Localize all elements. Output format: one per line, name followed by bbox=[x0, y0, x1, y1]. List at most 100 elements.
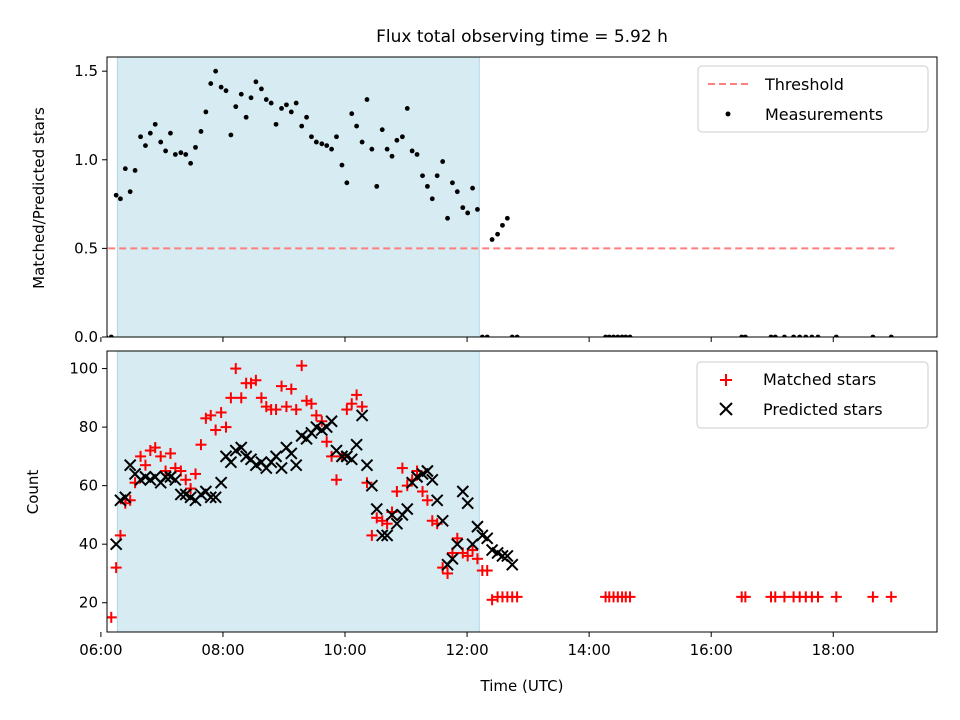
measurement-point bbox=[334, 134, 339, 140]
measurement-point bbox=[425, 183, 430, 189]
measurement-point bbox=[228, 132, 234, 138]
matched-star-point bbox=[220, 421, 232, 433]
predicted-star-point bbox=[174, 488, 188, 501]
y-tick-label: 0.0 bbox=[74, 328, 98, 346]
predicted-star-point bbox=[335, 450, 349, 463]
measurement-point bbox=[364, 97, 370, 102]
matched-star-point bbox=[296, 360, 308, 372]
measurement-point bbox=[324, 143, 330, 149]
measurement-point bbox=[138, 134, 143, 140]
measurement-point bbox=[168, 130, 173, 136]
top-plot-ratio: 0.0 0.5 1.0 1.5 bbox=[74, 56, 938, 346]
predicted-star-point bbox=[365, 479, 379, 492]
y-tick-label: 1.0 bbox=[74, 151, 98, 169]
measurement-point bbox=[434, 173, 440, 179]
predicted-star-point bbox=[401, 502, 414, 516]
measurement-point bbox=[465, 210, 471, 216]
measurement-point bbox=[233, 104, 239, 110]
measurement-point bbox=[359, 139, 365, 145]
matched-star-point bbox=[467, 544, 479, 556]
measurement-point bbox=[420, 173, 425, 179]
matched-star-point bbox=[276, 380, 288, 392]
measurement-point bbox=[460, 205, 466, 211]
measurement-point bbox=[374, 183, 380, 189]
y-tick-label: 100 bbox=[69, 360, 98, 378]
predicted-star-point bbox=[355, 409, 369, 422]
x-tick-label: 12:00 bbox=[445, 641, 488, 659]
measurement-point bbox=[172, 152, 178, 157]
y-tick-label: 40 bbox=[79, 535, 98, 553]
measurement-point bbox=[440, 159, 446, 164]
predicted-star-point bbox=[224, 456, 238, 469]
measurement-point bbox=[147, 130, 153, 136]
matched-star-point bbox=[215, 406, 227, 418]
measurement-point bbox=[273, 121, 279, 127]
predicted-star-point bbox=[501, 549, 514, 563]
measurement-point bbox=[739, 334, 745, 337]
measurement-point bbox=[742, 334, 748, 337]
y-tick-label: 80 bbox=[79, 418, 98, 436]
matched-star-point bbox=[417, 486, 429, 497]
matched-star-point bbox=[195, 439, 207, 451]
predicted-star-point bbox=[123, 458, 137, 472]
matched-star-point bbox=[210, 424, 222, 436]
matched-star-point bbox=[346, 398, 358, 410]
data-layer bbox=[107, 360, 897, 623]
predicted-star-point bbox=[269, 450, 283, 463]
matched-star-point bbox=[341, 404, 353, 416]
matched-star-point bbox=[396, 462, 408, 474]
matched-star-point bbox=[451, 532, 463, 544]
measurement-point bbox=[243, 114, 249, 120]
x-tick-label: 16:00 bbox=[690, 641, 733, 659]
measurement-point bbox=[122, 166, 128, 172]
predicted-star-point bbox=[325, 415, 338, 428]
matched-star-point bbox=[462, 550, 474, 562]
measurement-point bbox=[203, 109, 209, 115]
predicted-star-point bbox=[466, 537, 479, 551]
plot-frame bbox=[106, 56, 938, 338]
predicted-star-point bbox=[370, 502, 383, 516]
measurement-point bbox=[304, 114, 309, 120]
x-marker-icon bbox=[719, 402, 733, 416]
matched-star-point bbox=[437, 562, 449, 574]
matched-star-point bbox=[511, 591, 523, 603]
x-tick-label: 14:00 bbox=[568, 641, 611, 659]
measurement-point bbox=[198, 129, 204, 134]
measurement-point bbox=[389, 153, 395, 159]
measurement-point bbox=[627, 334, 633, 337]
x-tick-label: 06:00 bbox=[79, 641, 122, 659]
predicted-star-point bbox=[451, 537, 464, 551]
y-tick-label: 0.5 bbox=[74, 239, 98, 257]
matched-star-point bbox=[356, 401, 368, 413]
measurement-point bbox=[158, 139, 164, 145]
legend-bottom-frame bbox=[696, 361, 929, 429]
measurement-point bbox=[118, 196, 123, 202]
measurement-point bbox=[500, 222, 505, 228]
bottom-plot-counts: 20 40 60 80 100 06:00 08:00 10:00 12:00 14:00 16:0… bbox=[69, 350, 938, 659]
measurement-point bbox=[152, 121, 158, 127]
measurement-point bbox=[143, 143, 148, 149]
measurement-point bbox=[319, 141, 325, 147]
matched-star-point bbox=[812, 591, 824, 603]
measurement-point bbox=[797, 334, 803, 337]
predicted-star-point bbox=[446, 552, 459, 566]
measurement-point bbox=[399, 134, 405, 140]
measurement-point bbox=[384, 146, 390, 152]
predicted-star-point bbox=[285, 447, 298, 460]
matched-star-point bbox=[885, 591, 897, 603]
measurement-point bbox=[803, 334, 809, 337]
matched-star-point bbox=[624, 591, 636, 603]
matched-star-point bbox=[255, 392, 267, 404]
measurement-point bbox=[404, 105, 410, 111]
measurement-point bbox=[611, 334, 616, 337]
measurement-point bbox=[603, 334, 609, 337]
matched-star-point bbox=[155, 450, 167, 462]
predicted-star-point bbox=[376, 529, 389, 542]
predicted-star-point bbox=[456, 485, 470, 498]
measurement-point bbox=[429, 196, 435, 202]
measurement-point bbox=[223, 88, 229, 94]
measurement-point bbox=[454, 189, 460, 195]
legend-bottom: Matched stars Predicted stars bbox=[696, 361, 929, 429]
measurement-point bbox=[108, 334, 114, 337]
predicted-star-point bbox=[481, 532, 494, 545]
